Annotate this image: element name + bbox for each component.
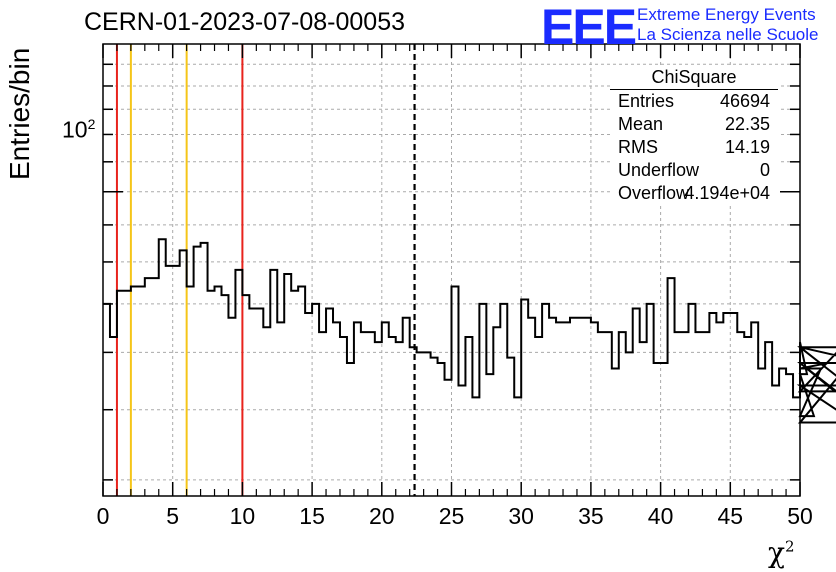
x-tick-label: 35 <box>578 503 604 529</box>
x-tick-label: 5 <box>166 503 179 529</box>
x-tick-label: 30 <box>508 503 534 529</box>
stats-row-entries: Entries 46694 <box>618 91 770 111</box>
x-tick-label: 25 <box>439 503 465 529</box>
stats-box: ChiSquare Entries 46694 Mean 22.35 RMS 14.1… <box>610 67 778 205</box>
stats-row-rms: RMS 14.19 <box>618 137 770 157</box>
y-tick-label: 102 <box>62 116 96 143</box>
stats-row-underflow: Underflow 0 <box>618 160 770 180</box>
x-axis-label: χ2 <box>768 536 795 569</box>
x-tick-label: 15 <box>299 503 325 529</box>
run-title: CERN-01-2023-07-08-00053 <box>84 8 406 36</box>
stats-title: ChiSquare <box>610 67 778 90</box>
reference-lines <box>115 44 416 496</box>
stats-row-overflow: Overflow 4.194e+04 <box>618 183 770 203</box>
eee-logo: EEE <box>541 0 637 55</box>
x-tick-label: 10 <box>230 503 256 529</box>
x-tick-label: 0 <box>97 503 110 529</box>
x-tick-label: 50 <box>787 503 813 529</box>
histogram-series <box>103 238 836 424</box>
x-tick-label: 20 <box>369 503 395 529</box>
y-axis-label: Entries/bin <box>4 47 35 180</box>
x-tick-label: 45 <box>718 503 744 529</box>
logo-tagline-1: Extreme Energy Events <box>637 5 816 24</box>
logo-tagline-2: La Scienza nelle Scuole <box>637 25 819 44</box>
x-tick-label: 40 <box>648 503 674 529</box>
stats-row-mean: Mean 22.35 <box>618 114 770 134</box>
axis-ticks: 0 5 10 15 20 25 30 35 40 45 50 <box>97 44 813 529</box>
